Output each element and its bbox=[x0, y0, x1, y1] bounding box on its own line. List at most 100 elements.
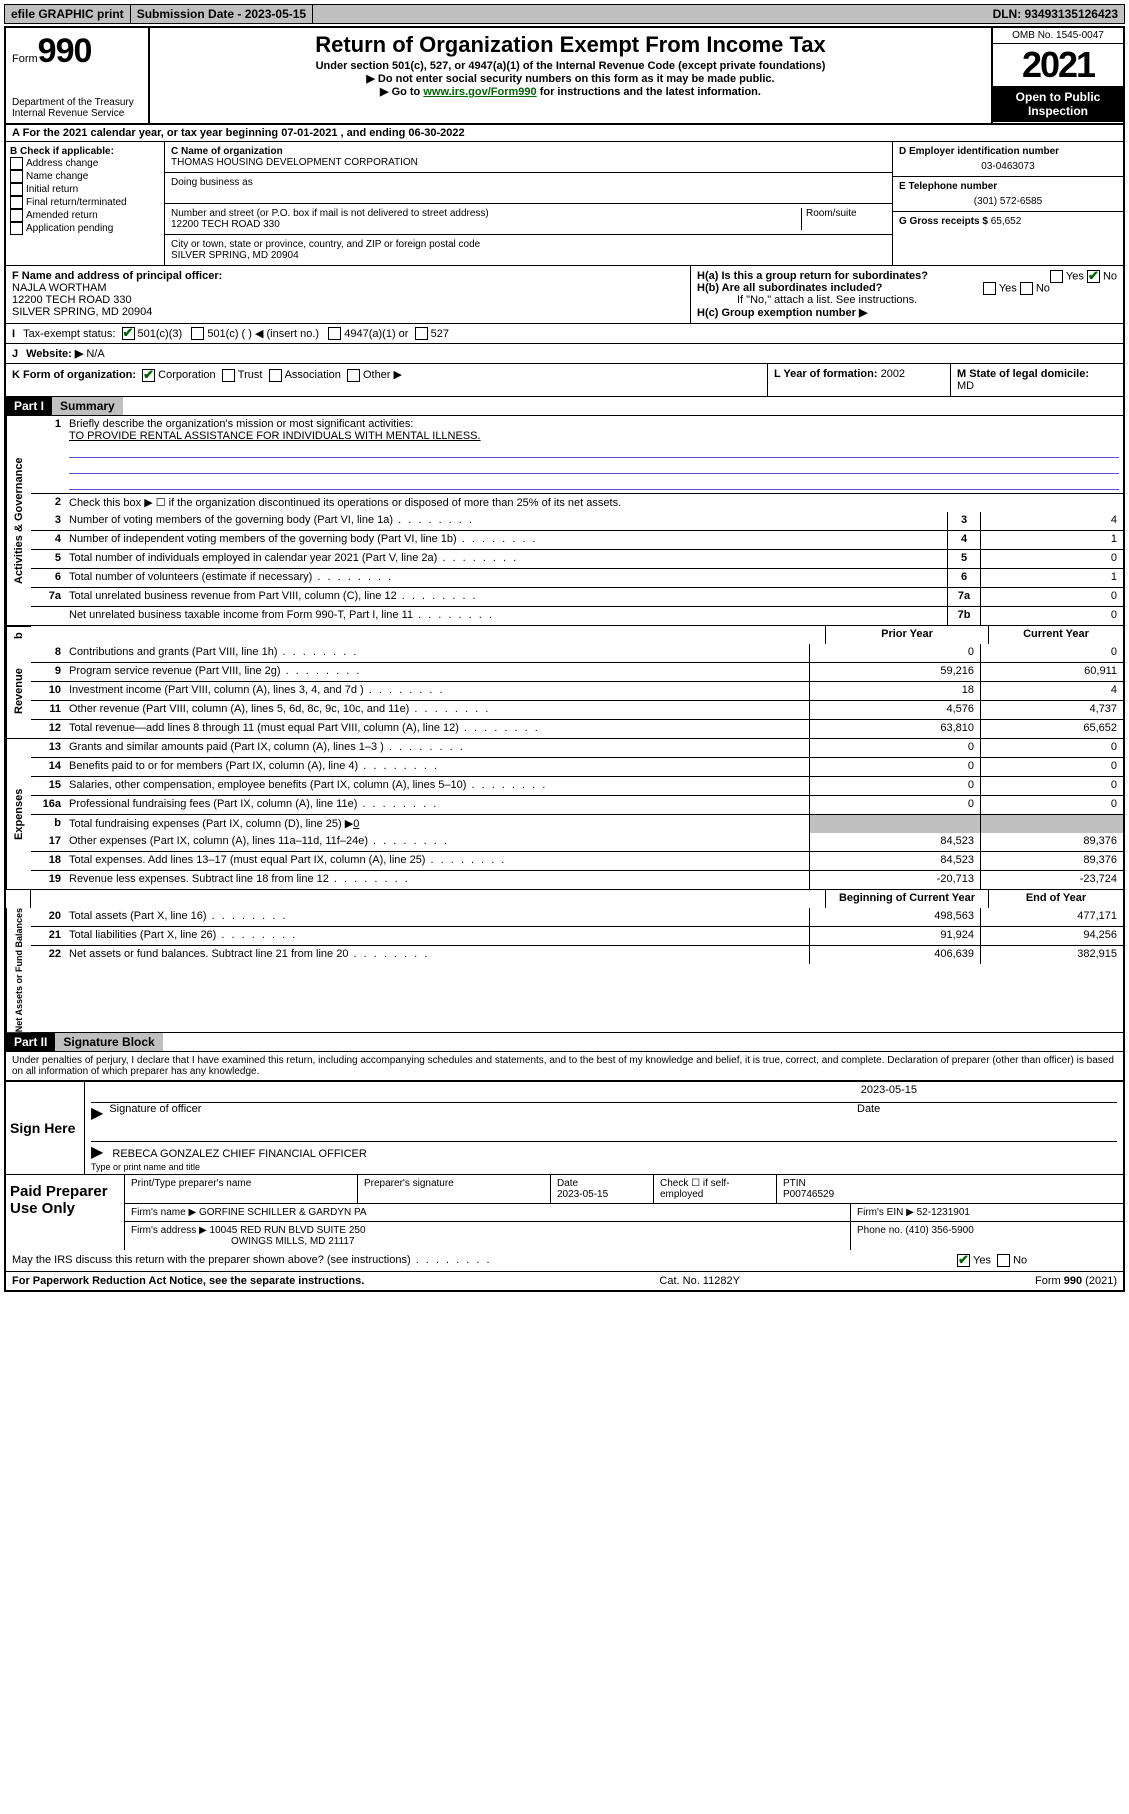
irs-label: Internal Revenue Service bbox=[12, 108, 142, 119]
footer-mid: Cat. No. 11282Y bbox=[659, 1275, 740, 1287]
sign-date: 2023-05-15 bbox=[91, 1084, 1117, 1102]
sign-here-row: Sign Here 2023-05-15 ▶ Signature of offi… bbox=[6, 1081, 1123, 1174]
chk-final[interactable] bbox=[10, 196, 23, 209]
net-header: Beginning of Current Year End of Year bbox=[6, 890, 1123, 908]
penalty-text: Under penalties of perjury, I declare th… bbox=[6, 1052, 1123, 1081]
phone-value: (301) 572-6585 bbox=[899, 192, 1117, 207]
revenue-section: Revenue 8Contributions and grants (Part … bbox=[6, 644, 1123, 739]
line-2: Check this box ▶ ☐ if the organization d… bbox=[65, 494, 1123, 512]
irs-link[interactable]: www.irs.gov/Form990 bbox=[423, 86, 536, 98]
summary-row: 17Other expenses (Part IX, column (A), l… bbox=[31, 833, 1123, 851]
year-formation: 2002 bbox=[881, 368, 905, 380]
hc-label: H(c) Group exemption number ▶ bbox=[697, 306, 1117, 319]
phone-label: E Telephone number bbox=[899, 181, 1117, 192]
website-value: N/A bbox=[86, 348, 104, 360]
tab-net: Net Assets or Fund Balances bbox=[6, 908, 31, 1032]
tab-b-prefix: b bbox=[6, 626, 31, 644]
officer-h-row: F Name and address of principal officer:… bbox=[6, 266, 1123, 324]
year-box: OMB No. 1545-0047 2021 Open to Public In… bbox=[991, 28, 1123, 123]
hdr-current: Current Year bbox=[988, 626, 1123, 644]
chk-527[interactable] bbox=[415, 327, 428, 340]
discuss-yes[interactable] bbox=[957, 1254, 970, 1267]
chk-trust[interactable] bbox=[222, 369, 235, 382]
summary-row: 14Benefits paid to or for members (Part … bbox=[31, 757, 1123, 776]
chk-pending[interactable] bbox=[10, 222, 23, 235]
summary-row: 15Salaries, other compensation, employee… bbox=[31, 776, 1123, 795]
summary-row: 19Revenue less expenses. Subtract line 1… bbox=[31, 870, 1123, 889]
discuss-no[interactable] bbox=[997, 1254, 1010, 1267]
efile-label[interactable]: efile GRAPHIC print bbox=[5, 5, 131, 23]
officer-addr2: SILVER SPRING, MD 20904 bbox=[12, 306, 684, 318]
net-section: Net Assets or Fund Balances 20Total asse… bbox=[6, 908, 1123, 1033]
tax-year: 2021 bbox=[993, 44, 1123, 86]
box-c: C Name of organization THOMAS HOUSING DE… bbox=[165, 142, 892, 265]
activities-section: Activities & Governance 1 Briefly descri… bbox=[6, 416, 1123, 626]
sub-line-2: ▶ Do not enter social security numbers o… bbox=[158, 72, 983, 85]
form-title: Return of Organization Exempt From Incom… bbox=[158, 32, 983, 58]
summary-row: 9Program service revenue (Part VIII, lin… bbox=[31, 662, 1123, 681]
mission-label: Briefly describe the organization's miss… bbox=[69, 418, 1119, 430]
prep-date: 2023-05-15 bbox=[557, 1189, 608, 1200]
form-container: Form990 Department of the Treasury Inter… bbox=[4, 26, 1125, 1292]
org-name: THOMAS HOUSING DEVELOPMENT CORPORATION bbox=[171, 157, 886, 168]
tab-activities: Activities & Governance bbox=[6, 416, 31, 625]
gross-value: 65,652 bbox=[991, 216, 1022, 227]
hb-no[interactable] bbox=[1020, 282, 1033, 295]
paid-preparer-row: Paid Preparer Use Only Print/Type prepar… bbox=[6, 1174, 1123, 1250]
gov-row: 4Number of independent voting members of… bbox=[31, 530, 1123, 549]
summary-row: 20Total assets (Part X, line 16)498,5634… bbox=[31, 908, 1123, 926]
form-number: 990 bbox=[38, 32, 92, 70]
city-label: City or town, state or province, country… bbox=[171, 239, 886, 250]
firm-addr1: 10045 RED RUN BLVD SUITE 250 bbox=[210, 1225, 366, 1236]
dept-label: Department of the Treasury bbox=[12, 97, 142, 108]
hb-yes[interactable] bbox=[983, 282, 996, 295]
chk-501c[interactable] bbox=[191, 327, 204, 340]
box-b-label: B Check if applicable: bbox=[10, 146, 160, 157]
summary-row: 13Grants and similar amounts paid (Part … bbox=[31, 739, 1123, 757]
domicile-state: MD bbox=[957, 380, 974, 392]
ein-label: D Employer identification number bbox=[899, 146, 1117, 157]
room-label: Room/suite bbox=[801, 208, 886, 230]
sig-date-label: Date bbox=[857, 1103, 1117, 1123]
officer-name: NAJLA WORTHAM bbox=[12, 282, 684, 294]
officer-signed-name: REBECA GONZALEZ CHIEF FINANCIAL OFFICER bbox=[112, 1148, 366, 1160]
box-d-e-g: D Employer identification number 03-0463… bbox=[892, 142, 1123, 265]
chk-amended[interactable] bbox=[10, 209, 23, 222]
chk-corp[interactable] bbox=[142, 369, 155, 382]
gov-row: Net unrelated business taxable income fr… bbox=[31, 606, 1123, 625]
chk-assoc[interactable] bbox=[269, 369, 282, 382]
addr-label: Number and street (or P.O. box if mail i… bbox=[171, 208, 801, 219]
firm-name: GORFINE SCHILLER & GARDYN PA bbox=[199, 1207, 367, 1218]
chk-4947[interactable] bbox=[328, 327, 341, 340]
firm-phone: (410) 356-5900 bbox=[905, 1225, 973, 1236]
footer: For Paperwork Reduction Act Notice, see … bbox=[6, 1271, 1123, 1290]
part2-header: Part IISignature Block bbox=[6, 1033, 1123, 1052]
officer-label: F Name and address of principal officer: bbox=[12, 270, 684, 282]
ha-no[interactable] bbox=[1087, 270, 1100, 283]
ein-value: 03-0463073 bbox=[899, 157, 1117, 172]
chk-other[interactable] bbox=[347, 369, 360, 382]
discuss-row: May the IRS discuss this return with the… bbox=[6, 1250, 1123, 1271]
chk-name[interactable] bbox=[10, 170, 23, 183]
sub-line-3: ▶ Go to www.irs.gov/Form990 for instruct… bbox=[158, 85, 983, 98]
firm-addr2: OWINGS MILLS, MD 21117 bbox=[131, 1236, 355, 1247]
entity-grid: B Check if applicable: Address change Na… bbox=[6, 142, 1123, 266]
chk-initial[interactable] bbox=[10, 183, 23, 196]
ha-yes[interactable] bbox=[1050, 270, 1063, 283]
tab-revenue: Revenue bbox=[6, 644, 31, 738]
summary-row: 22Net assets or fund balances. Subtract … bbox=[31, 945, 1123, 964]
street-address: 12200 TECH ROAD 330 bbox=[171, 219, 801, 230]
part1-header: Part ISummary bbox=[6, 397, 1123, 416]
footer-left: For Paperwork Reduction Act Notice, see … bbox=[12, 1275, 364, 1287]
tab-expenses: Expenses bbox=[6, 739, 31, 889]
chk-501c3[interactable] bbox=[122, 327, 135, 340]
summary-row: 12Total revenue—add lines 8 through 11 (… bbox=[31, 719, 1123, 738]
summary-row: 8Contributions and grants (Part VIII, li… bbox=[31, 644, 1123, 662]
chk-address[interactable] bbox=[10, 157, 23, 170]
paid-preparer-label: Paid Preparer Use Only bbox=[6, 1175, 125, 1250]
prep-name-hdr: Print/Type preparer's name bbox=[125, 1175, 358, 1203]
summary-row: 11Other revenue (Part VIII, column (A), … bbox=[31, 700, 1123, 719]
hdr-eoy: End of Year bbox=[988, 890, 1123, 908]
self-emp-label: Check ☐ if self-employed bbox=[654, 1175, 777, 1203]
city-state-zip: SILVER SPRING, MD 20904 bbox=[171, 250, 886, 261]
